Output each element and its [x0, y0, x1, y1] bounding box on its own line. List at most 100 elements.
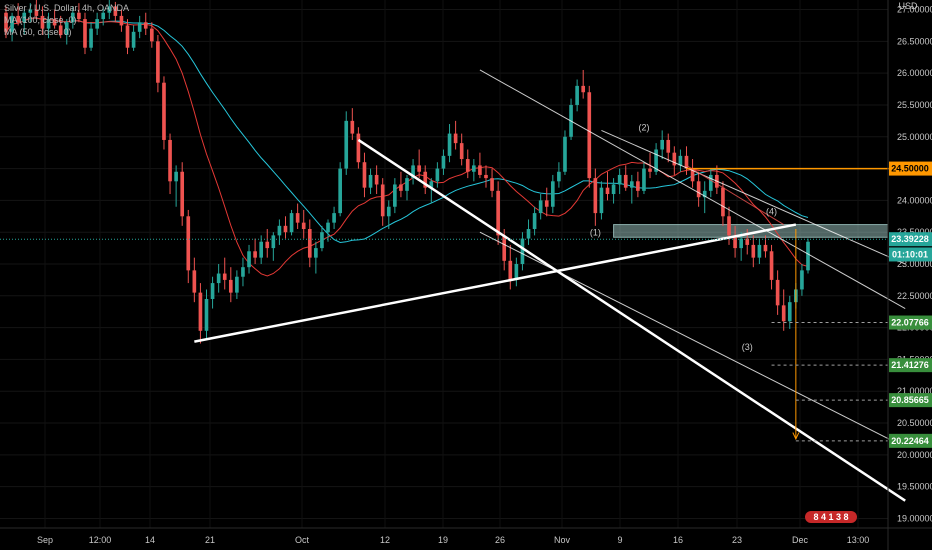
candle-body [745, 238, 750, 245]
candle-body [526, 229, 531, 239]
candle-body [429, 181, 434, 188]
candle-body [271, 235, 276, 249]
candle-body [34, 9, 39, 16]
y-tick-label: 20.50000 [897, 418, 932, 428]
candle-body [623, 174, 628, 188]
grid [0, 0, 888, 528]
candle-body [411, 165, 415, 179]
currency-label: USD [898, 1, 918, 11]
candle-body [356, 133, 361, 163]
candle-body [696, 181, 701, 198]
candle-body [666, 139, 671, 153]
y-tick-label: 21.00000 [897, 386, 932, 396]
candle-body [660, 139, 665, 150]
current-price-label-bg [889, 232, 932, 247]
candle-body [101, 12, 106, 20]
candle-body [775, 279, 780, 306]
candle-body [684, 155, 689, 169]
candle-body [228, 279, 233, 293]
candle-body [587, 92, 592, 179]
candle-body [320, 232, 324, 249]
candle-body [289, 213, 294, 233]
candle-body [769, 251, 774, 280]
candle-body [563, 136, 567, 172]
candle-body [210, 283, 215, 299]
y-tick-label: 25.50000 [897, 100, 932, 110]
x-tick-label: 13:00 [847, 535, 870, 545]
x-tick-label: 26 [495, 535, 505, 545]
y-tick-label: 25.00000 [897, 132, 932, 142]
candle-body [739, 238, 743, 249]
x-tick-label: Dec [792, 535, 809, 545]
candle-body [58, 25, 63, 35]
candle-body [89, 28, 93, 48]
candle-body [77, 12, 81, 20]
wave-label: (2) [638, 122, 649, 132]
candle-body [180, 171, 185, 217]
candle-body [386, 206, 391, 217]
x-tick-label: 19 [438, 535, 448, 545]
candle-body [484, 174, 488, 179]
candle-body [763, 244, 768, 252]
candle-body [119, 15, 124, 26]
target-price-label: 22.07766 [891, 318, 929, 328]
candle-body [301, 222, 306, 230]
legend-ma-50: MA (50, close, 0) [4, 27, 72, 37]
candle-body [10, 15, 14, 32]
candle-body [326, 222, 330, 233]
candle-body [702, 190, 707, 198]
candle-body [727, 216, 731, 236]
drawings: (1) (2) (3) (4) 8 4 1 3 8 [0, 69, 906, 523]
candle-body [338, 168, 342, 214]
candle-body [733, 235, 737, 249]
resistance-price-label-bg [889, 161, 932, 176]
event-badge: 8 4 1 3 8 [813, 512, 848, 522]
candle-body [441, 155, 446, 169]
candles [4, 0, 810, 344]
candle-body [314, 248, 318, 258]
target-price-label: 20.85665 [891, 395, 929, 405]
candle-body [64, 22, 69, 35]
candle-body [46, 19, 51, 29]
candle-body [143, 22, 148, 29]
event-badge-bg [805, 511, 857, 523]
candle-body [417, 165, 421, 172]
candle-body [757, 244, 762, 258]
x-tick-label: 23 [732, 535, 742, 545]
x-tick-label: 16 [673, 535, 683, 545]
candle-body [380, 184, 385, 217]
candle-body [605, 187, 610, 195]
legend-symbol: Silver / U.S. Dollar, 4h, OANDA [4, 3, 130, 13]
candle-body [156, 41, 160, 83]
candle-body [751, 244, 756, 258]
target-price-label: 20.22464 [891, 436, 929, 446]
candle-body [557, 171, 561, 182]
candle-body [295, 213, 300, 223]
zone-layer [613, 224, 889, 238]
candle-body [787, 302, 792, 322]
candle-body [593, 178, 598, 214]
candle-body [423, 171, 428, 188]
y-tick-label: 20.00000 [897, 450, 932, 460]
candle-body [575, 85, 579, 105]
candle-body [241, 267, 245, 277]
candle-body [4, 12, 8, 32]
candle-body [259, 241, 264, 258]
wave-label: (1) [590, 227, 601, 237]
candle-body [508, 260, 513, 280]
candle-body [399, 184, 403, 191]
candle-body [520, 238, 525, 264]
current-price-label: 23.39228 [891, 234, 929, 244]
candle-body [532, 213, 537, 230]
candle-body [478, 165, 482, 175]
candle-body [678, 155, 683, 166]
candle-body [216, 273, 221, 284]
candle-body [16, 15, 20, 23]
ascending-trendline [194, 223, 797, 343]
candle-body [611, 184, 616, 195]
candle-body [368, 174, 373, 188]
candle-body [222, 273, 227, 280]
